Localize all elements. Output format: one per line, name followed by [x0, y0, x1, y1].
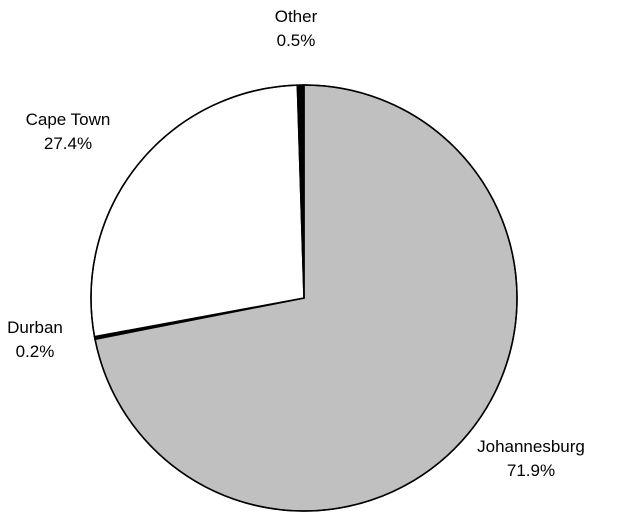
pie-outline [90, 84, 518, 512]
slice-value-label-other: 0.5% [277, 31, 316, 50]
slice-value-label-cape-town: 27.4% [44, 134, 92, 153]
slice-value-label-durban: 0.2% [16, 342, 55, 361]
slice-name-label-durban: Durban [7, 318, 63, 337]
labels-layer: Johannesburg 71.9% Durban 0.2% Cape Town 27.4… [7, 7, 585, 480]
slice-name-label-other: Other [275, 7, 318, 26]
slices-layer [90, 84, 518, 512]
slice-name-label-cape-town: Cape Town [26, 110, 111, 129]
slice-value-label-johannesburg: 71.9% [507, 461, 555, 480]
pie-slice-cape-town [90, 84, 305, 338]
slice-name-label-johannesburg: Johannesburg [477, 437, 585, 456]
